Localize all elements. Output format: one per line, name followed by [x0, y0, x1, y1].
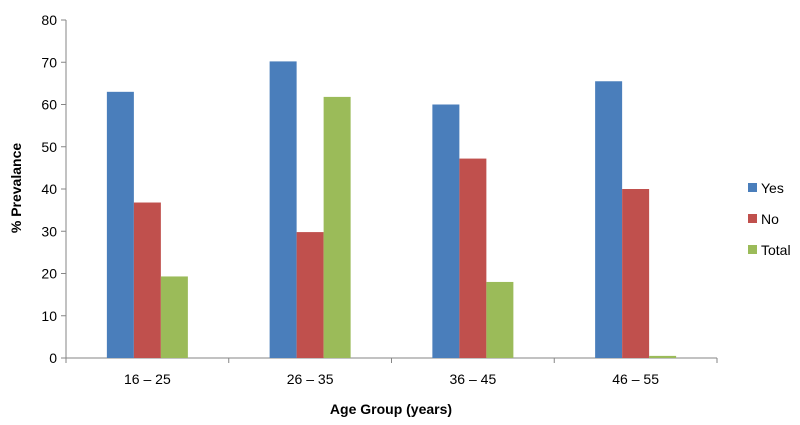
bar-no-1 [133, 202, 161, 358]
bar-yes-1 [106, 91, 134, 358]
legend-label-no: No [761, 211, 779, 227]
legend-swatch-no [748, 214, 757, 223]
bar-total-3 [486, 281, 514, 358]
legend: Yes No Total [748, 180, 791, 258]
x-axis: 16 – 25 26 – 35 36 – 45 46 – 55 [65, 357, 718, 387]
bar-no-4 [622, 189, 650, 358]
y-axis: 0 10 20 30 40 50 60 70 80 [41, 12, 67, 366]
x-axis-title: Age Group (years) [330, 401, 452, 417]
bar-total-1 [160, 276, 188, 358]
bar-yes-4 [595, 81, 623, 358]
y-tick-label: 20 [41, 266, 57, 282]
bar-total-4 [649, 355, 677, 358]
x-tick-label: 46 – 55 [612, 371, 659, 387]
y-tick-label: 0 [49, 350, 57, 366]
legend-label-yes: Yes [761, 180, 784, 196]
bar-no-2 [296, 232, 324, 358]
legend-swatch-total [748, 245, 757, 254]
y-tick-label: 50 [41, 139, 57, 155]
bar-yes-2 [269, 61, 297, 358]
x-tick-label: 16 – 25 [124, 371, 171, 387]
y-tick-label: 40 [41, 181, 57, 197]
bar-yes-3 [432, 104, 460, 358]
legend-swatch-yes [748, 183, 757, 192]
y-tick-label: 70 [41, 54, 57, 70]
y-tick-label: 30 [41, 223, 57, 239]
y-tick-label: 60 [41, 97, 57, 113]
bar-total-2 [323, 96, 351, 359]
x-tick-label: 36 – 45 [450, 371, 497, 387]
bar-no-3 [459, 158, 487, 358]
y-axis-title: % Prevalance [8, 143, 24, 233]
bars [106, 61, 677, 359]
y-tick-label: 80 [41, 12, 57, 28]
legend-label-total: Total [761, 242, 791, 258]
y-tick-label: 10 [41, 308, 57, 324]
x-tick-label: 26 – 35 [287, 371, 334, 387]
